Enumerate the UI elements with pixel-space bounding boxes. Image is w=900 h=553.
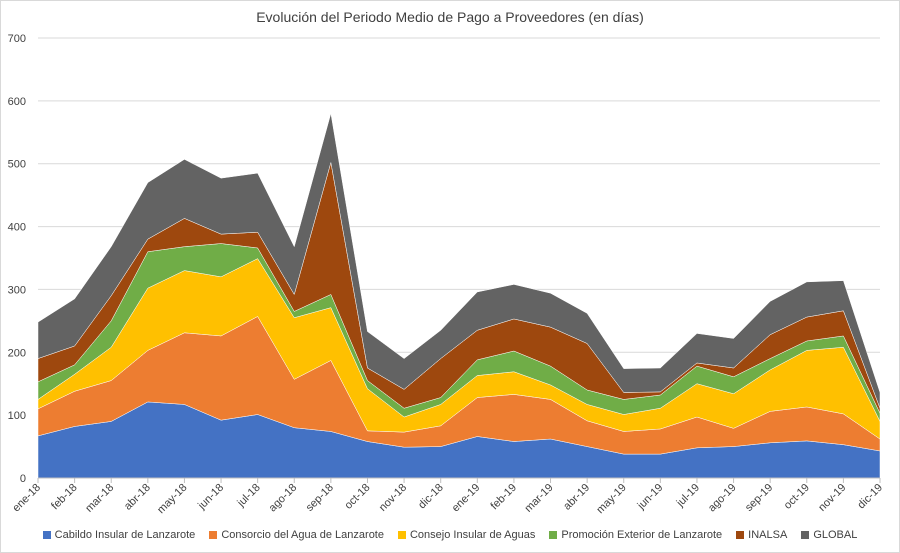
- legend-label: GLOBAL: [813, 529, 858, 541]
- x-tick-label: feb-18: [49, 482, 80, 513]
- chart-title: Evolución del Periodo Medio de Pago a Pr…: [256, 9, 644, 25]
- x-tick-label: feb-19: [488, 482, 519, 513]
- y-tick-label: 0: [20, 473, 26, 485]
- legend-item: Consejo Insular de Aguas: [397, 529, 536, 541]
- legend-item: Promoción Exterior de Lanzarote: [549, 529, 722, 541]
- x-tick-label: jul-19: [674, 482, 702, 510]
- y-tick-label: 500: [8, 159, 26, 171]
- y-tick-label: 300: [8, 284, 26, 296]
- legend-item: GLOBAL: [801, 529, 857, 541]
- x-tick-label: jul-18: [235, 482, 263, 510]
- y-tick-label: 100: [8, 410, 26, 422]
- legend-swatch: [209, 531, 218, 539]
- area-global: [37, 113, 881, 409]
- x-tick-label: mar-18: [83, 482, 116, 515]
- x-tick-label: mar-19: [523, 482, 556, 515]
- x-tick-label: sep-18: [304, 482, 336, 514]
- x-tick-label: dic-18: [416, 482, 446, 512]
- y-tick-label: 400: [8, 222, 26, 234]
- x-tick-label: may-18: [155, 482, 189, 516]
- x-tick-label: ago-18: [267, 482, 300, 515]
- legend-swatch: [397, 531, 406, 539]
- x-tick-label: ago-19: [706, 482, 739, 515]
- legend-item: INALSA: [736, 529, 787, 541]
- x-tick-label: jun-19: [635, 482, 666, 513]
- x-tick-label: abr-18: [122, 482, 153, 513]
- x-tick-label: dic-19: [855, 482, 885, 512]
- x-tick-label: jun-18: [195, 482, 226, 513]
- legend-swatch: [549, 531, 558, 539]
- legend-swatch: [42, 531, 51, 539]
- legend-label: Promoción Exterior de Lanzarote: [561, 529, 723, 541]
- x-tick-label: oct-18: [342, 482, 372, 512]
- x-tick-label: ene-18: [10, 482, 43, 515]
- legend-label: INALSA: [748, 529, 788, 541]
- legend-label: Consejo Insular de Aguas: [409, 529, 536, 541]
- x-tick-label: ene-19: [450, 482, 483, 515]
- x-tick-label: nov-19: [816, 482, 848, 514]
- legend-item: Consorcio del Agua de Lanzarote: [209, 529, 384, 541]
- x-tick-label: nov-18: [377, 482, 409, 514]
- x-tick-label: abr-19: [561, 482, 592, 513]
- y-tick-label: 200: [8, 347, 26, 359]
- legend-label: Consorcio del Agua de Lanzarote: [221, 529, 384, 541]
- y-tick-label: 600: [8, 96, 26, 108]
- legend-swatch: [801, 531, 810, 539]
- legend-item: Cabildo Insular de Lanzarote: [42, 529, 196, 541]
- x-tick-label: oct-19: [782, 482, 812, 512]
- legend-label: Cabildo Insular de Lanzarote: [54, 529, 196, 541]
- x-tick-label: sep-19: [743, 482, 775, 514]
- legend: Cabildo Insular de Lanzarote Consorcio de…: [0, 529, 900, 541]
- x-tick-label: may-19: [594, 482, 628, 516]
- y-tick-label: 700: [8, 33, 26, 45]
- legend-swatch: [736, 531, 745, 539]
